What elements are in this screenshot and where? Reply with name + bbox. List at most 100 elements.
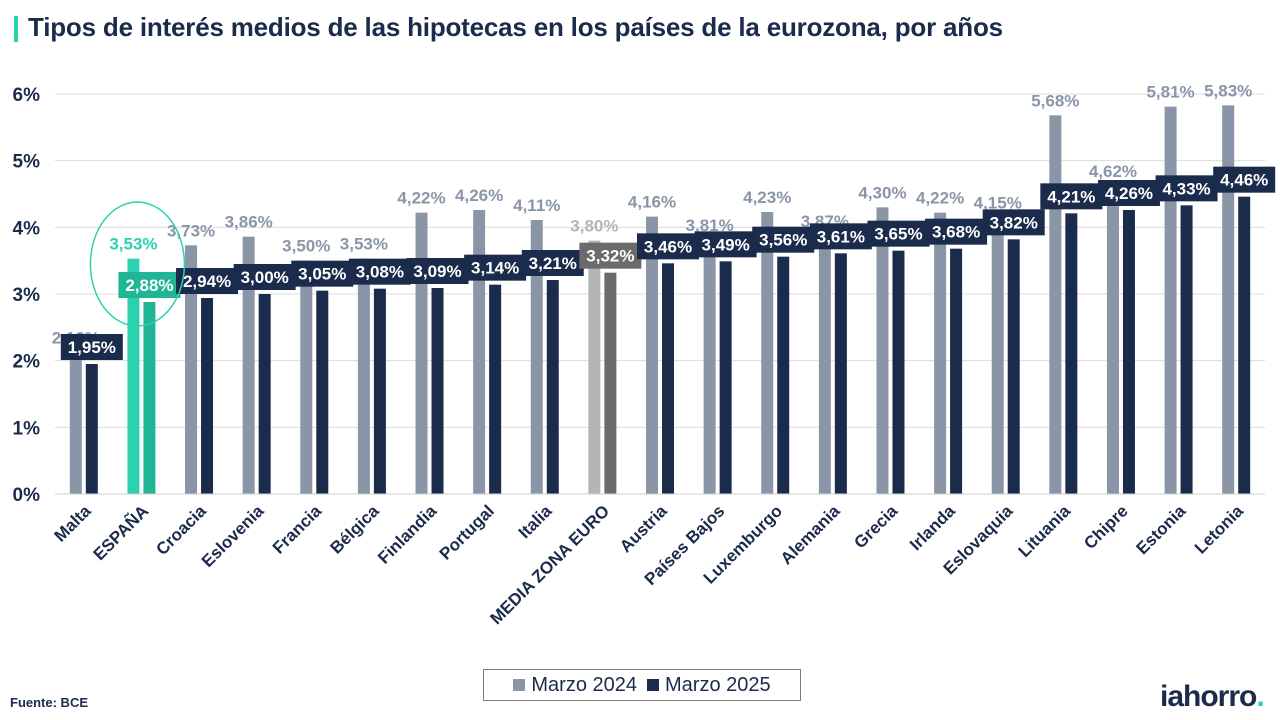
chart-legend: Marzo 2024 Marzo 2025 bbox=[483, 669, 801, 701]
data-label-marzo-2024: 3,80% bbox=[570, 217, 618, 236]
data-label-box-marzo-2025 bbox=[1213, 166, 1276, 193]
data-label-box-marzo-2025 bbox=[233, 264, 296, 290]
bar-marzo-2025 bbox=[143, 302, 156, 494]
data-label-marzo-2025: 2,88% bbox=[125, 276, 173, 295]
data-label-box-marzo-2025 bbox=[1097, 180, 1160, 206]
legend-swatch-2025 bbox=[647, 679, 659, 691]
data-label-box-marzo-2025 bbox=[118, 272, 181, 298]
data-label-box-marzo-2025 bbox=[637, 233, 699, 260]
legend-swatch-2024 bbox=[513, 679, 526, 691]
bar-marzo-2024 bbox=[1106, 186, 1119, 494]
data-label-marzo-2024: 3,50% bbox=[282, 237, 330, 256]
bar-marzo-2024 bbox=[300, 260, 313, 494]
data-label-marzo-2024: 4,30% bbox=[858, 183, 906, 202]
bar-marzo-2024 bbox=[588, 240, 601, 494]
data-label-box-marzo-2025 bbox=[406, 258, 469, 284]
bar-marzo-2024 bbox=[69, 352, 82, 494]
bar-marzo-2025 bbox=[777, 256, 790, 494]
data-label-marzo-2024: 4,22% bbox=[916, 189, 964, 208]
data-label-box-marzo-2025 bbox=[694, 231, 757, 258]
bar-marzo-2025 bbox=[316, 290, 329, 494]
x-category-label: Irlanda bbox=[906, 501, 959, 554]
data-label-marzo-2024: 3,81% bbox=[686, 216, 734, 235]
data-label-marzo-2025: 3,09% bbox=[413, 262, 461, 281]
data-label-marzo-2025: 4,46% bbox=[1220, 171, 1268, 190]
bar-marzo-2025 bbox=[373, 288, 386, 494]
data-label-marzo-2025: 3,49% bbox=[702, 235, 750, 254]
data-label-marzo-2024: 4,26% bbox=[455, 186, 503, 205]
y-tick-label: 6% bbox=[13, 85, 41, 106]
bar-marzo-2024 bbox=[415, 212, 428, 494]
data-label-marzo-2024: 4,16% bbox=[628, 193, 676, 212]
data-label-marzo-2025: 1,95% bbox=[68, 338, 116, 357]
x-category-label: Bélgica bbox=[327, 501, 384, 558]
bar-marzo-2025 bbox=[1238, 196, 1251, 494]
bar-marzo-2025 bbox=[546, 280, 559, 494]
legend-label-2024: Marzo 2024 bbox=[531, 673, 637, 696]
data-label-marzo-2024: 3,53% bbox=[109, 235, 157, 254]
data-label-marzo-2025: 3,65% bbox=[874, 225, 922, 244]
brand-logo-dot: . bbox=[1256, 680, 1264, 713]
bar-marzo-2024 bbox=[818, 236, 831, 494]
data-label-box-marzo-2025 bbox=[809, 223, 872, 250]
bar-marzo-2025 bbox=[1180, 205, 1193, 495]
bar-marzo-2024 bbox=[185, 245, 198, 494]
data-label-marzo-2024: 5,83% bbox=[1204, 81, 1252, 100]
bar-marzo-2024 bbox=[473, 210, 486, 494]
data-label-marzo-2025: 3,61% bbox=[817, 227, 865, 246]
bar-marzo-2025 bbox=[604, 272, 617, 494]
x-category-label: Austria bbox=[616, 501, 671, 556]
bar-marzo-2025 bbox=[489, 284, 502, 494]
x-category-label: Portugal bbox=[436, 501, 498, 563]
x-category-label: Finlandia bbox=[374, 501, 441, 568]
data-label-box-marzo-2025 bbox=[1155, 175, 1218, 202]
bar-marzo-2025 bbox=[950, 248, 963, 494]
data-label-marzo-2025: 3,08% bbox=[356, 263, 404, 282]
data-label-marzo-2025: 4,21% bbox=[1047, 187, 1095, 206]
data-label-marzo-2024: 4,11% bbox=[513, 196, 560, 215]
x-category-label: Italia bbox=[515, 501, 556, 542]
data-label-marzo-2024: 4,22% bbox=[397, 189, 445, 208]
data-label-box-marzo-2025 bbox=[579, 242, 642, 269]
bar-marzo-2024 bbox=[1049, 115, 1062, 494]
bar-marzo-2024 bbox=[646, 216, 658, 494]
bar-chart: 0%1%2%3%4%5%6%2,12%1,95%Malta3,53%2,88%E… bbox=[13, 81, 1276, 628]
data-label-marzo-2024: 4,23% bbox=[743, 188, 791, 207]
bar-marzo-2025 bbox=[258, 294, 271, 494]
data-label-box-marzo-2025 bbox=[867, 220, 930, 247]
data-label-box-marzo-2025 bbox=[348, 258, 411, 285]
bar-marzo-2025 bbox=[834, 253, 847, 494]
legend-item-2024: Marzo 2024 bbox=[513, 674, 637, 697]
bar-marzo-2025 bbox=[1065, 213, 1078, 495]
bar-marzo-2025 bbox=[1007, 239, 1020, 494]
data-label-box-marzo-2025 bbox=[752, 226, 815, 253]
legend-item-2025: Marzo 2025 bbox=[647, 674, 771, 697]
bar-marzo-2025 bbox=[662, 263, 674, 494]
y-tick-label: 1% bbox=[13, 418, 41, 439]
data-label-marzo-2024: 3,86% bbox=[225, 213, 273, 232]
x-category-label: Eslovenia bbox=[198, 501, 268, 571]
bar-marzo-2025 bbox=[1122, 210, 1135, 494]
data-label-box-marzo-2025 bbox=[1040, 183, 1103, 210]
x-category-label: Croacia bbox=[152, 501, 210, 559]
x-category-label: Estonia bbox=[1133, 501, 1190, 558]
data-label-marzo-2024: 5,68% bbox=[1031, 91, 1079, 110]
data-label-marzo-2025: 2,94% bbox=[183, 272, 231, 291]
legend-label-2025: Marzo 2025 bbox=[665, 673, 771, 696]
data-label-marzo-2024: 3,53% bbox=[340, 235, 388, 254]
data-label-box-marzo-2025 bbox=[291, 260, 354, 287]
x-category-label: Malta bbox=[50, 501, 95, 546]
bar-marzo-2024 bbox=[703, 240, 716, 494]
data-label-marzo-2024: 5,81% bbox=[1146, 83, 1194, 102]
data-label-box-marzo-2025 bbox=[176, 268, 239, 294]
bar-marzo-2025 bbox=[719, 261, 732, 494]
x-category-label: Lituania bbox=[1015, 501, 1075, 561]
bar-marzo-2025 bbox=[431, 288, 444, 494]
data-label-marzo-2024: 4,15% bbox=[974, 193, 1022, 212]
x-category-label: Francia bbox=[269, 501, 326, 558]
data-label-marzo-2025: 3,14% bbox=[471, 259, 519, 278]
x-category-label: Chipre bbox=[1080, 501, 1132, 553]
data-label-marzo-2025: 3,00% bbox=[241, 268, 289, 287]
bar-marzo-2024 bbox=[1164, 106, 1177, 495]
data-label-marzo-2024: 4,62% bbox=[1089, 162, 1137, 181]
